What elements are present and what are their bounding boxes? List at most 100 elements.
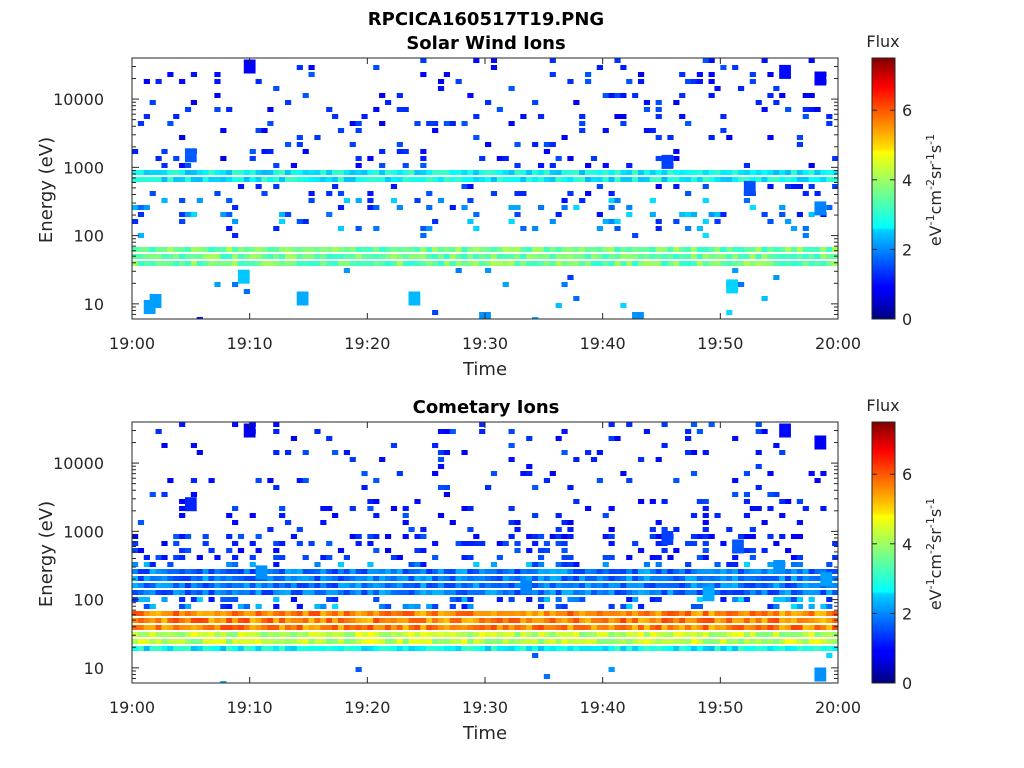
spectrogram-cell [290, 436, 298, 441]
spectrogram-cell [620, 625, 627, 630]
spectrogram-cell [232, 618, 239, 623]
spectrogram-cell [279, 646, 286, 651]
spectrogram-cell [143, 576, 150, 581]
spectrogram-cell [732, 576, 739, 581]
spectrogram-cell [561, 541, 568, 546]
spectrogram-cell [232, 590, 239, 595]
spectrogram-cell [737, 639, 745, 644]
spectrogram-cell [420, 226, 427, 231]
spectrogram-cell [702, 254, 709, 259]
spectrogram-cell [161, 177, 168, 182]
spectrogram-cell [267, 149, 274, 154]
spectrogram-cell [579, 597, 586, 602]
spectrogram-cell [326, 618, 333, 623]
spectrogram-cell [608, 618, 615, 623]
spectrogram-cell [573, 569, 580, 574]
spectrogram-cell [161, 443, 168, 448]
spectrogram-cell [479, 156, 486, 161]
spectrogram-cell [802, 576, 809, 581]
spectrogram-cell [708, 534, 715, 539]
spectrogram-cell [555, 534, 562, 539]
spectrogram-cell [332, 184, 339, 189]
spectrogram-cell [608, 534, 615, 539]
spectrogram-cell [320, 639, 327, 644]
spectrogram-cell [602, 625, 609, 630]
spectrogram-cell [779, 646, 786, 651]
spectrogram-cell [790, 646, 798, 651]
spectrogram-cell [226, 618, 233, 623]
spectrogram-cell [461, 261, 468, 266]
spectrogram-cell [767, 93, 774, 98]
spectrogram-cell [608, 611, 615, 616]
spectrogram-cell [143, 79, 150, 84]
spectrogram-cell [620, 583, 627, 588]
spectrogram-cell [696, 569, 703, 574]
spectrogram-cell [508, 86, 515, 91]
spectrogram-cell [279, 261, 286, 266]
spectrogram-cell [779, 261, 786, 266]
spectrogram-cell [261, 611, 268, 616]
spectrogram-cell [561, 569, 568, 574]
spectrogram-cell [708, 576, 715, 581]
spectrogram-cell [414, 121, 421, 126]
spectrogram-cell [149, 639, 156, 644]
spectrogram-cell [479, 170, 486, 175]
spectrogram-cell [596, 639, 603, 644]
spectrogram-cell [632, 632, 639, 637]
cometary-ions-panel: Cometary Ions 19:00 19:10 19:20 19:30 19:40 1… [36, 396, 945, 744]
spectrogram-cell [473, 590, 480, 595]
spectrogram-cell [379, 618, 386, 623]
spectrogram-cell [426, 247, 433, 252]
spectrogram-cell [167, 632, 174, 637]
spectrogram-cell [273, 583, 280, 588]
spectrogram-cell [349, 261, 356, 266]
spectrogram-cell [767, 506, 774, 511]
spectrogram-cell [602, 590, 609, 595]
spectrogram-cell [702, 527, 709, 532]
spectrogram-cell [502, 576, 509, 581]
spectrogram-cell [532, 653, 539, 658]
spectrogram-cell [473, 170, 480, 175]
spectrogram-cell [690, 625, 698, 630]
spectrogram-cell [179, 583, 186, 588]
spectrogram-cell [561, 646, 568, 651]
spectrogram-cell [620, 611, 627, 616]
spectrogram-cell [690, 646, 698, 651]
spectrogram-cell [502, 541, 509, 546]
spectrogram-cell [361, 471, 368, 476]
spectrogram-cell [520, 170, 527, 175]
spectrogram-cell [479, 618, 486, 623]
cometary-x-axis: 19:00 19:10 19:20 19:30 19:40 19:50 20:00 [109, 422, 861, 717]
spectrogram-cell [302, 632, 309, 637]
spectrogram-cell [384, 583, 392, 588]
spectrogram-cell [355, 121, 362, 126]
spectrogram-cell [402, 513, 409, 518]
spectrogram-cell [790, 261, 798, 266]
spectrogram-cell [732, 583, 739, 588]
spectrogram-cell [243, 177, 250, 182]
spectrogram-cell [437, 450, 445, 455]
spectrogram-cell [414, 562, 421, 567]
spectrogram-cell [832, 247, 838, 252]
spectrogram-cell [796, 247, 803, 252]
spectrogram-cell [361, 583, 368, 588]
spectrogram-cell [561, 604, 568, 609]
spectrogram-cell [620, 170, 627, 175]
spectrogram-cell [273, 177, 280, 182]
spectrogram-cell [673, 569, 680, 574]
spectrogram-cell [190, 611, 198, 616]
spectrogram-cell [685, 646, 692, 651]
spectrogram-cell [526, 247, 533, 252]
spectrogram-cell [802, 632, 809, 637]
spectrogram-cell [685, 254, 692, 259]
spectrogram-cell [343, 170, 350, 175]
spectrogram-cell [814, 261, 821, 266]
spectrogram-cell [473, 583, 480, 588]
spectrogram-cell [232, 219, 239, 224]
spectrogram-cell [779, 177, 786, 182]
spectrogram-cell [226, 611, 233, 616]
spectrogram-cell [661, 247, 668, 252]
spectrogram-cell [214, 583, 221, 588]
spectrogram-cell [443, 625, 450, 630]
spectrogram-cell [543, 247, 551, 252]
